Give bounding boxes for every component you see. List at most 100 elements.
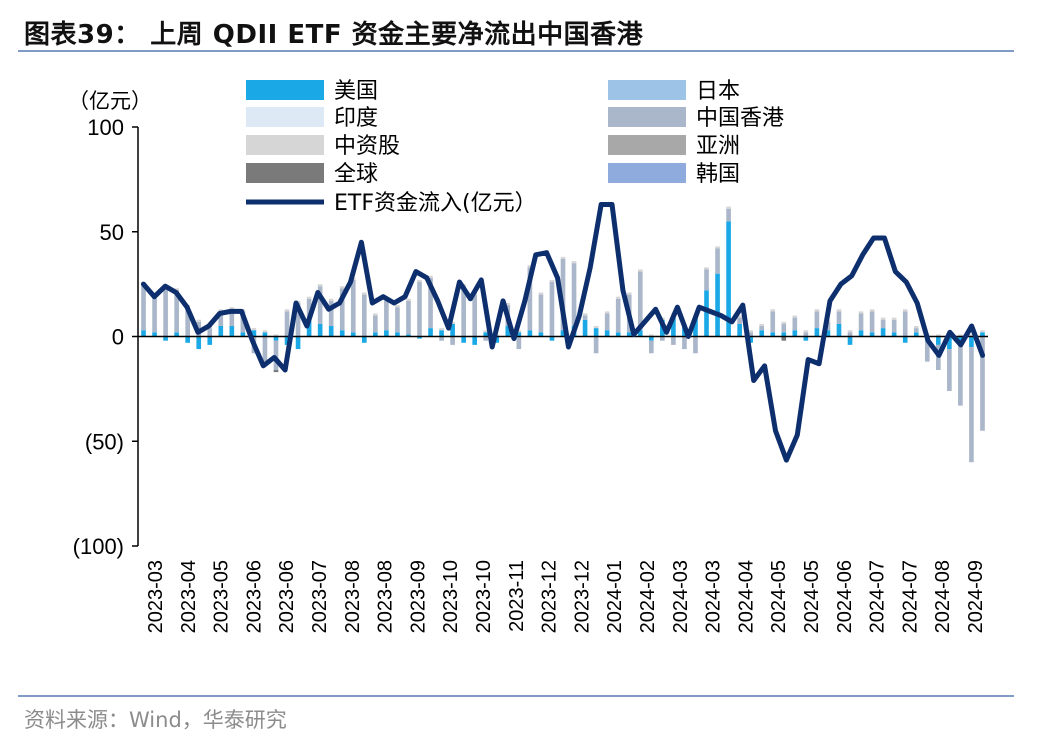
bar-segment xyxy=(869,309,875,312)
bar-segment xyxy=(980,330,985,333)
x-tick-label: 2024-05 xyxy=(768,560,790,633)
x-tick-label: 2024-06 xyxy=(834,560,856,633)
bar-segment xyxy=(273,334,279,337)
bar-segment xyxy=(682,336,687,350)
bar-segment xyxy=(704,267,709,270)
bar-segment xyxy=(560,258,566,331)
x-tick-label: 2024-02 xyxy=(637,560,659,633)
bar-segment xyxy=(538,294,544,333)
etf-flow-line xyxy=(140,202,986,463)
bar-segment xyxy=(461,286,466,337)
bar-segment xyxy=(207,336,213,345)
bar-segment xyxy=(273,370,279,373)
bar-segment xyxy=(560,256,566,259)
bar-segment xyxy=(759,323,765,327)
bar-segment xyxy=(450,323,455,337)
bar-segment xyxy=(648,340,654,354)
bar-segment xyxy=(549,279,555,283)
bar-segment xyxy=(229,309,235,327)
bar-segment xyxy=(836,323,842,337)
bar-segment xyxy=(737,317,742,324)
bar-segment xyxy=(527,267,533,331)
bar-segment xyxy=(637,330,643,337)
bar-segment xyxy=(759,326,765,331)
bar-segment xyxy=(439,336,444,341)
bar-segment xyxy=(814,328,820,337)
bar-segment xyxy=(207,328,213,337)
x-tick-label: 2024-09 xyxy=(965,560,987,633)
bar-segment xyxy=(615,298,621,333)
legend-swatch xyxy=(246,135,324,155)
bar-segment xyxy=(516,332,522,337)
bar-segment xyxy=(615,296,621,299)
bar-segment xyxy=(406,334,411,337)
bar-segment xyxy=(328,298,334,301)
bar-segment xyxy=(273,340,279,371)
x-tick-label: 2024-03 xyxy=(703,560,725,633)
bar-segment xyxy=(958,336,963,343)
bar-segment xyxy=(174,332,179,337)
bar-segment xyxy=(847,330,853,333)
bar-segment xyxy=(527,330,533,337)
bar-segment xyxy=(582,319,588,337)
bar-segment xyxy=(891,319,897,333)
bar-segment xyxy=(240,332,246,337)
legend-label: 韩国 xyxy=(696,162,740,187)
axes: 100 50 0 (50) (100) （亿元） 2023-03 2023-04 2023-05… xyxy=(68,89,988,633)
bar-segment xyxy=(284,311,290,337)
bar-segment xyxy=(781,332,787,337)
bar-segment xyxy=(891,317,897,320)
bar-segment xyxy=(637,269,643,272)
bar-segment xyxy=(803,336,809,341)
bar-segment xyxy=(141,284,146,331)
legend-label: ETF资金流入(亿元） xyxy=(334,191,537,216)
bar-segment xyxy=(825,330,831,337)
bar-segment xyxy=(792,317,798,331)
bar-segment xyxy=(339,288,345,331)
bar-segment xyxy=(869,332,875,337)
legend-swatch xyxy=(246,163,324,183)
bar-segment xyxy=(538,292,544,295)
bar-segment xyxy=(483,330,489,333)
bar-segment xyxy=(693,336,698,354)
bar-segment xyxy=(781,321,787,324)
bar-segment xyxy=(660,336,665,341)
bar-segment xyxy=(604,330,610,337)
bar-segment xyxy=(902,311,908,337)
y-tick-label: 0 xyxy=(112,325,124,350)
bar-segment xyxy=(814,309,820,312)
bar-segment xyxy=(417,279,422,283)
bar-segment xyxy=(880,317,886,320)
bar-segment xyxy=(980,332,985,337)
bar-segment xyxy=(185,307,190,337)
bar-segment xyxy=(152,296,157,333)
bar-segment xyxy=(361,292,367,295)
chart-title: 图表39： 上周 QDII ETF 资金主要净流出中国香港 xyxy=(24,20,644,50)
bar-segment xyxy=(185,336,190,343)
bar-segment xyxy=(428,328,433,337)
bar-segment xyxy=(648,336,654,341)
bar-segment xyxy=(262,330,268,333)
bar-segment xyxy=(924,340,930,362)
bar-segment xyxy=(969,334,974,337)
bar-segment xyxy=(527,265,533,268)
legend-label: 中国香港 xyxy=(696,106,784,131)
bar-segment xyxy=(251,328,257,331)
bar-segment xyxy=(174,290,179,333)
bar-segment xyxy=(847,336,853,345)
title-divider xyxy=(18,50,1014,52)
bar-segment xyxy=(262,332,268,337)
bar-segment xyxy=(461,336,466,343)
bar-segment xyxy=(969,336,974,347)
bar-segment xyxy=(494,336,500,343)
bar-segment xyxy=(858,311,864,314)
bar-segment xyxy=(472,336,478,345)
bar-segment xyxy=(273,336,279,341)
x-tick-label: 2023-12 xyxy=(539,560,561,633)
bar-segment xyxy=(218,311,224,327)
bar-segment xyxy=(759,330,765,337)
legend-swatch xyxy=(608,107,686,127)
bar-segment xyxy=(428,277,433,329)
bar-segment xyxy=(384,300,389,331)
bar-segment xyxy=(770,309,776,312)
